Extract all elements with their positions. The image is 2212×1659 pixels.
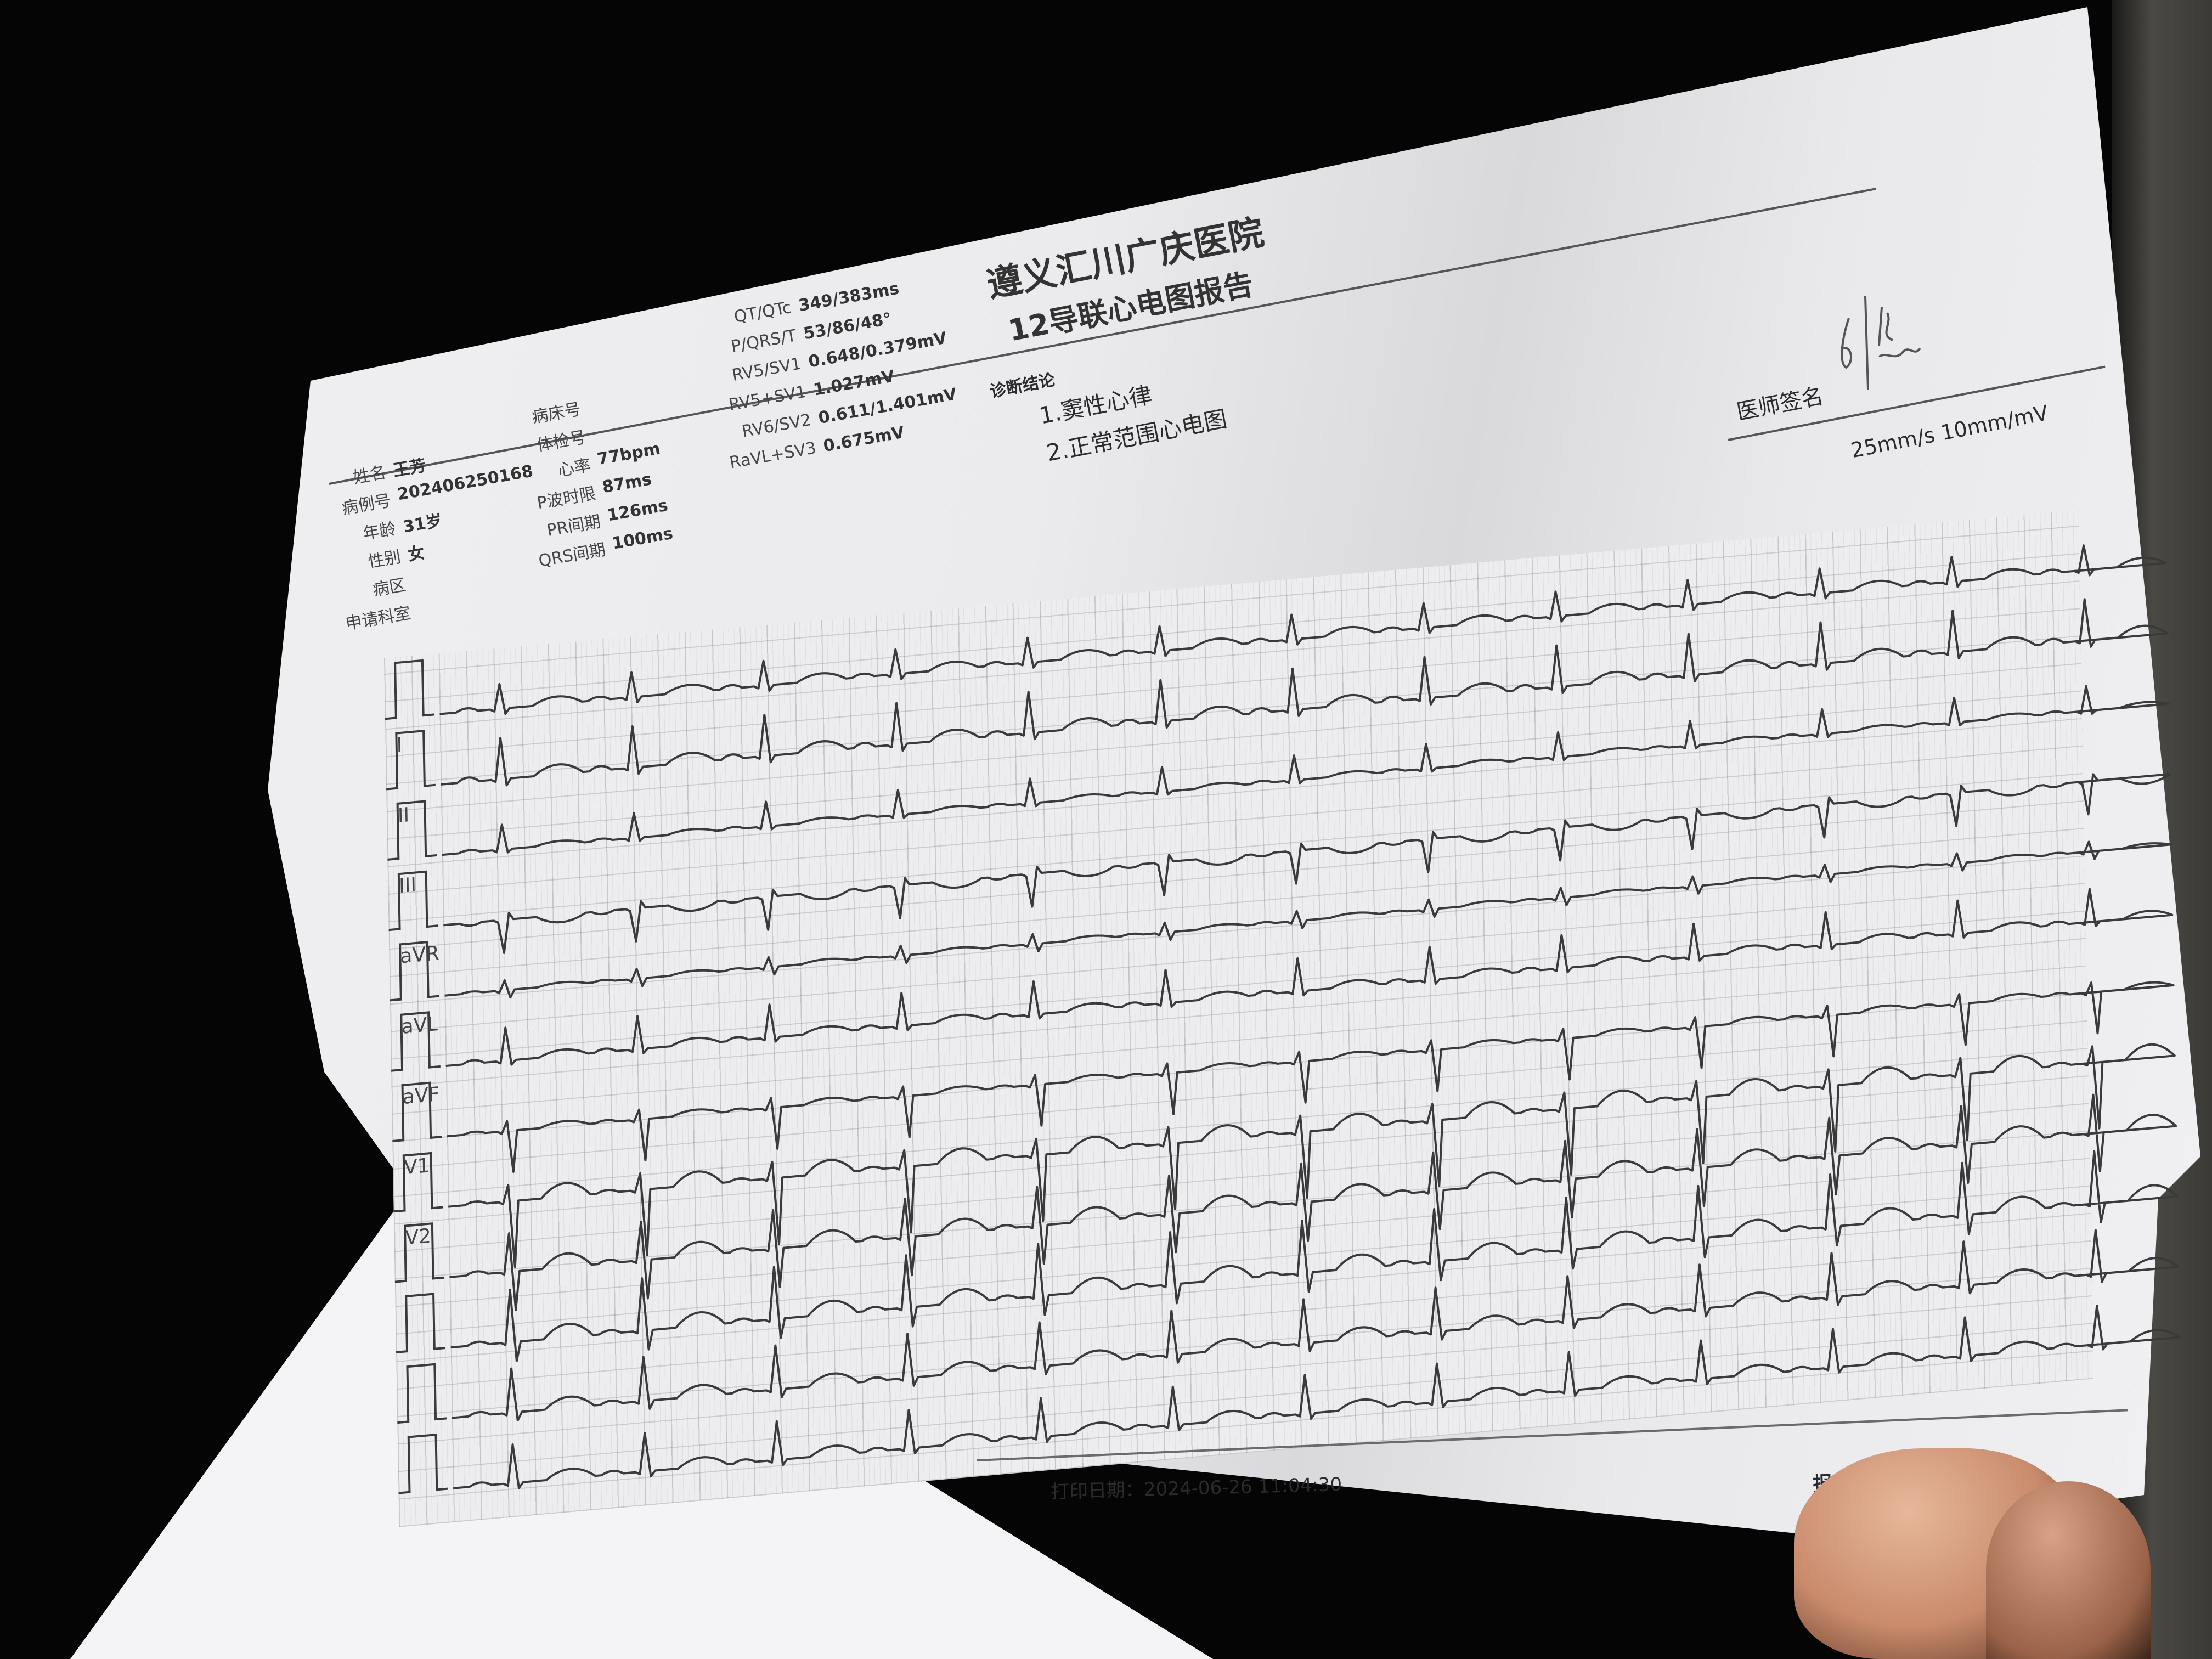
calibration-pulse — [392, 1081, 442, 1143]
calibration-pulse — [385, 659, 435, 720]
calibration-pulse — [397, 1363, 447, 1424]
calibration-pulse — [394, 1222, 444, 1283]
ecg-trace-lead-4 — [443, 773, 2171, 954]
ecg-trace-lead-2 — [441, 598, 2169, 787]
ecg-trace-lead-6 — [445, 888, 2174, 1068]
ecg-trace-lead-5 — [444, 840, 2172, 999]
lead-label-I: I — [396, 733, 403, 757]
hand-finger — [1986, 1481, 2151, 1659]
calibration-pulse — [388, 870, 438, 932]
lead-label-III: III — [398, 873, 417, 898]
lead-label-aVR: aVR — [400, 942, 440, 968]
calibration-pulse — [391, 1011, 441, 1072]
lead-label-V2: V2 — [405, 1224, 432, 1250]
calibration-pulse — [387, 800, 437, 861]
calibration-pulse — [390, 940, 439, 1002]
ecg-trace-lead-11 — [452, 1229, 2180, 1422]
ecg-trace-lead-12 — [453, 1305, 2181, 1489]
ecg-trace-lead-7 — [447, 981, 2175, 1173]
ecg-trace-lead-1 — [439, 544, 2168, 715]
physician-signature — [1841, 296, 1921, 390]
ecg-trace-lead-3 — [442, 685, 2170, 856]
calibration-pulse — [396, 1293, 445, 1353]
ecg-grid: I II III aVR aVL aVF V1 V2 — [384, 510, 2181, 1527]
ecg-trace-lead-8 — [448, 1043, 2176, 1268]
ecg-traces — [385, 544, 2181, 1494]
calibration-pulse — [393, 1152, 443, 1213]
lead-label-II: II — [397, 804, 410, 827]
calibration-pulse — [398, 1433, 448, 1494]
lead-label-aVL: aVL — [401, 1012, 438, 1039]
ecg-trace-lead-10 — [450, 1150, 2179, 1362]
ecg-trace-lead-9 — [449, 1093, 2177, 1311]
calibration-pulse — [386, 730, 436, 791]
lead-label-aVF: aVF — [402, 1083, 440, 1109]
print-date: 打印日期：2024-06-26 11:04:30 — [1050, 1474, 1342, 1503]
lead-label-V1: V1 — [403, 1154, 430, 1180]
